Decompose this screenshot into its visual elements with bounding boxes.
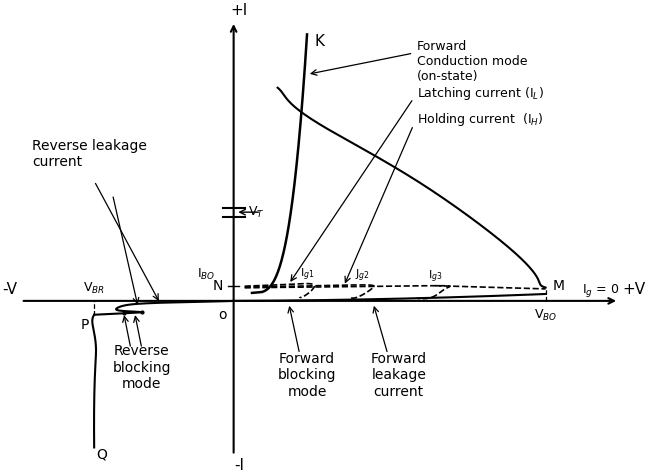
Text: V$_{BO}$: V$_{BO}$ (534, 307, 557, 323)
Text: Holding current  (I$_H$): Holding current (I$_H$) (417, 111, 544, 128)
Text: J$_{g2}$: J$_{g2}$ (354, 268, 370, 284)
Text: +I: +I (231, 3, 248, 19)
Text: I$_{g3}$: I$_{g3}$ (428, 268, 443, 285)
Text: Forward
Conduction mode
(on-state): Forward Conduction mode (on-state) (417, 40, 528, 83)
Text: Forward
leakage
current: Forward leakage current (370, 352, 427, 399)
Text: N: N (213, 279, 222, 293)
Text: V$_{T}$: V$_{T}$ (248, 205, 265, 220)
Text: P: P (81, 318, 88, 332)
Text: Reverse
blocking
mode: Reverse blocking mode (112, 344, 171, 391)
Text: Reverse leakage
current: Reverse leakage current (32, 139, 147, 170)
Text: Forward
blocking
mode: Forward blocking mode (278, 352, 336, 399)
Text: -I: -I (234, 458, 244, 473)
Text: M: M (553, 279, 565, 293)
Text: Q: Q (96, 447, 107, 461)
Text: I$_{BO}$: I$_{BO}$ (197, 267, 215, 282)
Text: -V: -V (2, 282, 17, 297)
Text: K: K (315, 34, 324, 49)
Text: Latching current (I$_L$): Latching current (I$_L$) (417, 85, 544, 102)
Text: I$_g$ = 0: I$_g$ = 0 (582, 282, 619, 299)
Text: I$_{g1}$: I$_{g1}$ (300, 266, 315, 283)
Text: +V: +V (623, 282, 646, 297)
Text: V$_{BR}$: V$_{BR}$ (83, 280, 105, 295)
Text: o: o (218, 307, 226, 322)
